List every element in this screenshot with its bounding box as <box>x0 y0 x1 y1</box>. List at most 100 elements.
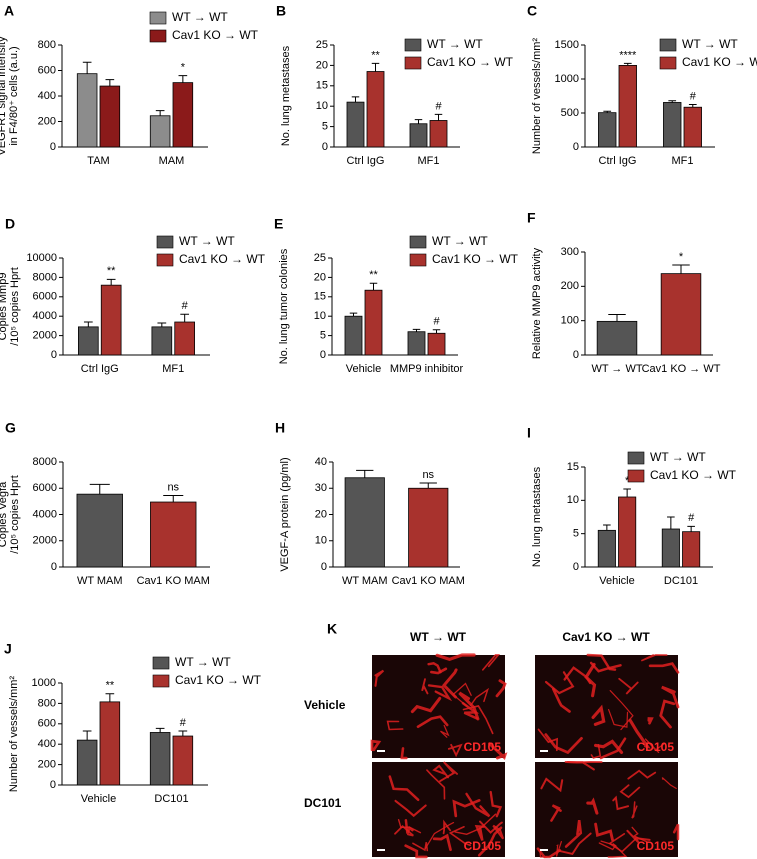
bar <box>366 71 385 148</box>
vessel-stain <box>435 653 476 662</box>
panel-letter: E <box>274 216 283 232</box>
bar <box>344 315 363 356</box>
vessel-stain <box>388 775 420 802</box>
vessel-stain <box>594 739 624 754</box>
y-tick-label: 300 <box>561 246 579 258</box>
bar <box>596 320 638 356</box>
x-tick-label: WT → WT <box>591 363 642 375</box>
bar <box>76 73 98 148</box>
error-bar <box>178 730 188 737</box>
y-tick-label: 600 <box>38 64 56 76</box>
vessel-stain <box>421 678 429 695</box>
error-bar <box>83 321 93 327</box>
vessel-stain <box>452 799 481 818</box>
row-header: Vehicle <box>304 698 346 712</box>
significance-label: # <box>433 316 440 328</box>
y-axis-label: No. lung metastases <box>531 466 543 567</box>
significance-label: # <box>435 100 442 112</box>
y-tick-label: 40 <box>315 456 327 468</box>
x-tick-label: MF1 <box>162 363 184 375</box>
bar <box>407 331 426 356</box>
panel-letter: B <box>276 3 286 19</box>
micrograph: CD105 <box>535 760 680 859</box>
vessel-stain <box>404 844 428 859</box>
error-bar <box>155 110 165 116</box>
vessel-stain <box>626 829 651 843</box>
vessel-stain <box>430 667 448 675</box>
vessel-stain <box>619 784 641 799</box>
micrograph: CD105 <box>535 653 680 760</box>
legend-label: Cav1 KO → WT <box>179 252 266 266</box>
vessel-stain <box>427 684 453 702</box>
y-tick-label: 6000 <box>33 291 57 303</box>
error-bar <box>434 113 443 121</box>
significance-label: ** <box>107 265 116 277</box>
bar <box>151 326 173 356</box>
y-axis-label: Copies Mmp9 <box>0 273 9 341</box>
legend-label: Cav1 KO → WT <box>432 252 519 266</box>
error-bar <box>687 525 695 532</box>
vessel-stain <box>564 820 583 848</box>
vessel-stain <box>607 843 628 858</box>
y-tick-label: 1000 <box>555 73 579 85</box>
y-tick-label: 800 <box>38 39 56 51</box>
y-tick-label: 0 <box>50 141 56 153</box>
vessel-stain <box>447 743 463 758</box>
x-tick-label: MF1 <box>418 155 440 167</box>
error-bar <box>178 75 188 83</box>
vessel-stain <box>586 653 617 671</box>
panel-letter: F <box>527 210 536 226</box>
significance-label: ** <box>106 680 115 692</box>
panel-letter: H <box>275 420 285 436</box>
error-bar <box>89 483 110 495</box>
vessel-stain <box>644 738 666 754</box>
y-axis-label: Number of vessels/mm² <box>8 676 20 792</box>
error-bar <box>157 322 167 327</box>
panel-letter: C <box>527 3 537 19</box>
legend-label: Cav1 KO → WT <box>175 673 262 687</box>
vessel-stain <box>495 679 507 698</box>
y-tick-label: 0 <box>50 779 56 791</box>
y-tick-label: 800 <box>38 697 56 709</box>
error-bar <box>163 494 184 503</box>
y-tick-label: 5 <box>573 528 579 540</box>
y-tick-label: 2000 <box>33 535 57 547</box>
y-tick-label: 0 <box>321 561 327 573</box>
legend-label: WT → WT <box>427 37 483 51</box>
bar <box>429 120 448 148</box>
significance-label: * <box>679 251 684 263</box>
legend-swatch <box>409 235 427 249</box>
vessel-stain <box>584 662 597 698</box>
error-bar <box>603 524 611 531</box>
legend-swatch <box>659 38 677 52</box>
x-tick-label: Ctrl IgG <box>599 155 637 167</box>
x-tick-label: Ctrl IgG <box>347 155 385 167</box>
column-header: WT → WT <box>410 630 467 644</box>
y-tick-label: 1500 <box>555 39 579 51</box>
bar <box>364 289 383 356</box>
vessel-stain <box>432 833 452 852</box>
vessel-stain <box>442 819 452 835</box>
y-tick-label: 10000 <box>26 252 57 264</box>
error-bar <box>356 469 374 478</box>
vessel-stain <box>416 715 449 729</box>
vessel-stain <box>426 769 446 800</box>
vessel-stain <box>454 813 497 836</box>
bar <box>682 531 701 568</box>
vessel-stain <box>448 825 472 847</box>
significance-label: * <box>625 475 630 487</box>
column-header: Cav1 KO → WT <box>562 630 650 644</box>
bar <box>660 273 702 356</box>
vessel-stain <box>589 661 622 673</box>
vessel-stain <box>432 764 449 779</box>
significance-label: # <box>688 512 695 524</box>
significance-label: ** <box>369 269 378 281</box>
vessel-stain <box>465 792 491 818</box>
error-bar <box>82 61 92 74</box>
x-tick-label: Vehicle <box>346 363 381 375</box>
y-tick-label: 15 <box>314 291 326 303</box>
y-tick-label: 15 <box>316 80 328 92</box>
error-bar <box>623 62 632 66</box>
x-tick-label: MF1 <box>672 155 694 167</box>
